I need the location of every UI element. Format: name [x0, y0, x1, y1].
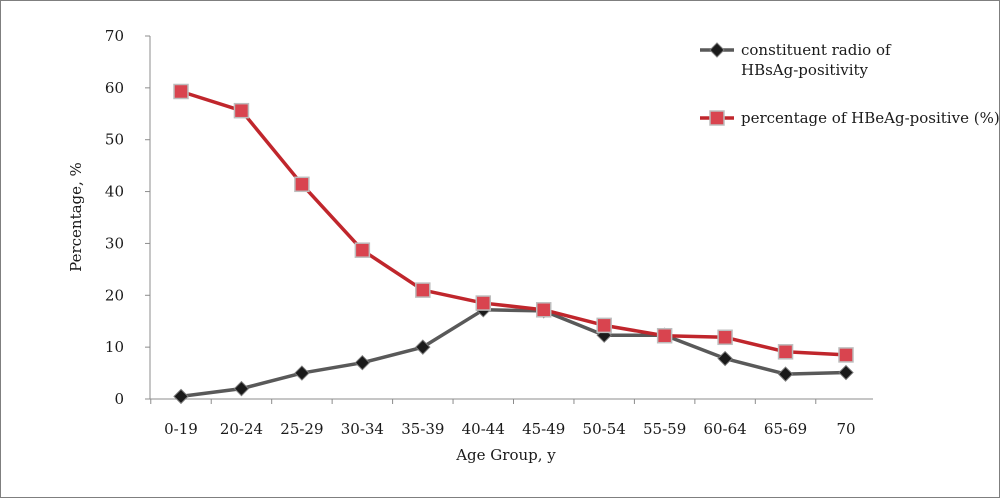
- data-point: [415, 282, 431, 298]
- data-point: [475, 295, 492, 311]
- legend-label: percentage of HBeAg-positive (%): [741, 109, 1000, 127]
- y-axis-title: Percentage, %: [67, 162, 85, 272]
- data-point: [717, 329, 733, 346]
- y-tick-label: 60: [105, 79, 124, 97]
- data-point: [233, 102, 250, 119]
- x-tick-label: 40-44: [462, 420, 505, 438]
- y-tick-label: 10: [105, 338, 124, 356]
- legend-item-2: percentage of HBeAg-positive (%): [700, 109, 1000, 127]
- x-axis-ticks: 0-19 20-24 25-29 30-34 35-39 40-44 45-49 50-54 5…: [150, 399, 856, 438]
- data-point: [838, 364, 854, 381]
- data-point: [354, 242, 371, 258]
- data-point: [777, 344, 794, 360]
- x-tick-label: 35-39: [401, 420, 444, 438]
- legend-marker: [709, 110, 725, 126]
- data-point: [294, 365, 310, 381]
- y-tick-label: 20: [105, 286, 124, 304]
- series-2: [173, 83, 854, 363]
- y-tick-label: 30: [105, 234, 124, 252]
- y-tick-label: 70: [105, 27, 124, 45]
- data-point: [777, 366, 794, 382]
- data-point: [173, 388, 189, 405]
- x-tick-label: 55-59: [643, 420, 686, 438]
- x-tick-label: 45-49: [522, 420, 565, 438]
- x-tick-label: 20-24: [220, 420, 263, 438]
- legend-label: HBsAg-positivity: [741, 61, 869, 79]
- data-point: [596, 317, 612, 334]
- x-tick-label: 30-34: [341, 420, 384, 438]
- series-line: [180, 89, 847, 357]
- data-point: [838, 347, 854, 363]
- x-axis-title: Age Group, y: [455, 446, 556, 464]
- legend-label: constituent radio of: [741, 41, 892, 59]
- data-point: [354, 354, 371, 371]
- data-point: [173, 83, 189, 100]
- legend-marker: [709, 42, 725, 58]
- series-line: [180, 308, 847, 399]
- x-tick-label: 70: [836, 420, 855, 438]
- data-point: [535, 302, 552, 318]
- series-1: [173, 302, 854, 405]
- x-tick-label: 50-54: [583, 420, 626, 438]
- x-tick-label: 65-69: [764, 420, 807, 438]
- x-tick-label: 0-19: [164, 420, 198, 438]
- data-point: [656, 327, 673, 344]
- x-tick-label: 25-29: [280, 420, 323, 438]
- x-tick-label: 60-64: [703, 420, 746, 438]
- data-point: [294, 176, 310, 193]
- data-point: [233, 380, 250, 397]
- legend: constituent radio of HBsAg-positivity perc…: [700, 41, 1000, 127]
- data-point: [717, 350, 733, 367]
- y-tick-label: 0: [114, 390, 124, 408]
- legend-item-1: constituent radio of HBsAg-positivity: [700, 41, 892, 79]
- y-tick-label: 50: [105, 131, 124, 149]
- y-axis-ticks: 0 10 20 30 40 50 60 70: [105, 27, 150, 408]
- y-tick-label: 40: [105, 183, 124, 201]
- series-layer: [173, 83, 854, 405]
- data-point: [415, 339, 431, 355]
